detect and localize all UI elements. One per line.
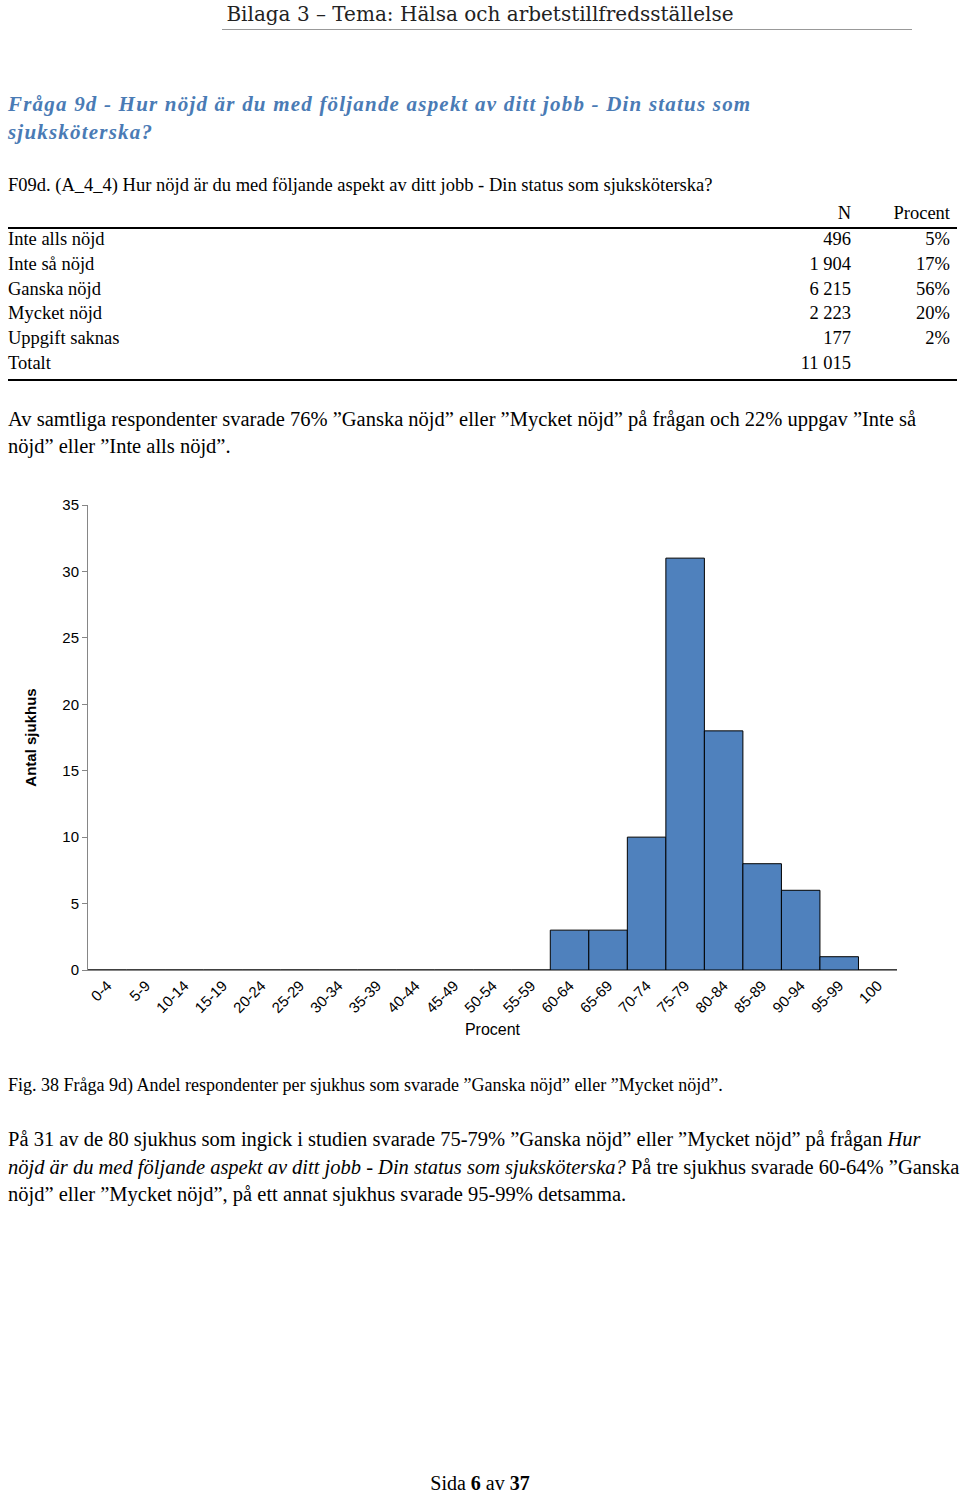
html-text:Ganska nöjd: Ganska nöjd xyxy=(8,278,101,299)
svg-text:55-59: 55-59 xyxy=(499,977,538,1016)
svg-text:50-54: 50-54 xyxy=(461,977,500,1016)
html-text:Mycket nöjd: Mycket nöjd xyxy=(8,303,102,324)
html-text:56%: 56% xyxy=(916,278,950,299)
html-text:Sida 6 av 37: Sida 6 av 37 xyxy=(430,1472,530,1494)
svg-text:25-29: 25-29 xyxy=(268,977,307,1016)
svg-text:35-39: 35-39 xyxy=(345,977,384,1016)
html-text:6 215: 6 215 xyxy=(809,278,851,299)
svg-text:80-84: 80-84 xyxy=(692,977,731,1016)
html-text:1 904: 1 904 xyxy=(809,253,851,274)
svg-text:10: 10 xyxy=(62,828,79,845)
html-text:Procent: Procent xyxy=(893,203,950,223)
html-text:Totalt: Totalt xyxy=(8,353,51,373)
svg-text:20: 20 xyxy=(62,696,79,713)
svg-text:85-89: 85-89 xyxy=(730,977,769,1016)
svg-text:Antal sjukhus: Antal sjukhus xyxy=(22,688,39,786)
svg-text:45-49: 45-49 xyxy=(422,977,461,1016)
svg-text:40-44: 40-44 xyxy=(384,977,423,1016)
html-text:2 223: 2 223 xyxy=(809,303,851,324)
svg-text:20-24: 20-24 xyxy=(230,977,269,1016)
html-text:Av samtliga respondenter svara: Av samtliga respondenter svarade 76% ”Ga… xyxy=(8,408,917,457)
svg-text:30-34: 30-34 xyxy=(307,977,346,1016)
html-text:Fig. 38 Fråga 9d) Andel respon: Fig. 38 Fråga 9d) Andel respondenter per… xyxy=(8,1075,723,1095)
html-text:På 31 av de 80 sjukhus som ing: På 31 av de 80 sjukhus som ingick i stud… xyxy=(8,1128,960,1205)
html-text:20%: 20% xyxy=(916,303,950,324)
svg-text:15: 15 xyxy=(62,762,79,779)
svg-text:60-64: 60-64 xyxy=(538,977,577,1016)
html-text:496: 496 xyxy=(823,229,851,249)
html-text:17%: 17% xyxy=(916,253,950,274)
html-text:11 015: 11 015 xyxy=(800,353,851,373)
html-text:5%: 5% xyxy=(925,229,950,249)
svg-text:10-14: 10-14 xyxy=(153,977,192,1016)
html-text:2%: 2% xyxy=(925,328,950,349)
svg-text:90-94: 90-94 xyxy=(769,977,808,1016)
svg-text:75-79: 75-79 xyxy=(653,977,692,1016)
html-text:Uppgift saknas: Uppgift saknas xyxy=(8,328,120,349)
html-text:Inte alls nöjd: Inte alls nöjd xyxy=(8,229,105,249)
svg-text:65-69: 65-69 xyxy=(576,977,615,1016)
svg-text:5-9: 5-9 xyxy=(126,977,153,1004)
html-text:Bilaga 3 – Tema: Hälsa och arb: Bilaga 3 – Tema: Hälsa och arbetstillfre… xyxy=(226,2,734,26)
svg-text:Procent: Procent xyxy=(465,1021,521,1038)
html-text:F09d. (A_4_4) Hur nöjd är du m: F09d. (A_4_4) Hur nöjd är du med följand… xyxy=(8,175,713,195)
html-text:Fråga 9d - Hur nöjd är du med: Fråga 9d - Hur nöjd är du med följande a… xyxy=(8,92,752,144)
html-text:Inte så nöjd: Inte så nöjd xyxy=(8,253,95,274)
html-text:N: N xyxy=(837,203,851,223)
svg-text:95-99: 95-99 xyxy=(807,977,846,1016)
svg-text:100: 100 xyxy=(855,977,885,1007)
html-text:177: 177 xyxy=(823,328,851,349)
svg-text:25: 25 xyxy=(62,629,79,646)
svg-text:0-4: 0-4 xyxy=(87,977,114,1004)
svg-text:5: 5 xyxy=(71,895,79,912)
svg-text:0: 0 xyxy=(71,961,79,978)
svg-text:30: 30 xyxy=(62,563,79,580)
svg-text:35: 35 xyxy=(62,496,79,513)
svg-text:15-19: 15-19 xyxy=(191,977,230,1016)
svg-text:70-74: 70-74 xyxy=(615,977,654,1016)
